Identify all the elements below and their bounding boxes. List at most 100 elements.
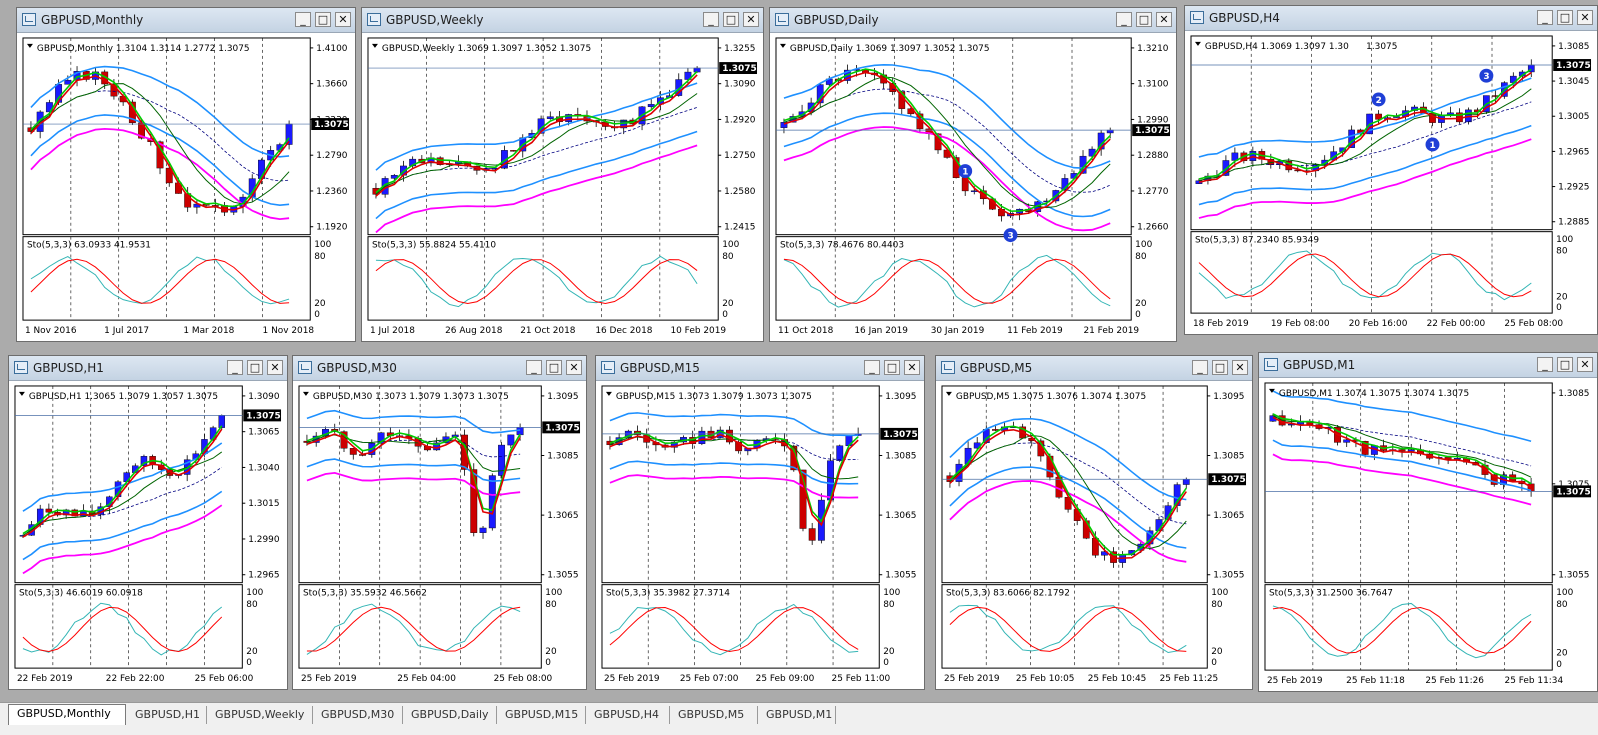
chart-tab[interactable]: GBPUSD,M5 [670, 706, 758, 724]
minimize-icon[interactable]: _ [864, 360, 880, 375]
close-icon[interactable]: ✕ [335, 12, 351, 27]
chart-window-icon [14, 361, 28, 374]
oscillator-label: Sto(5,3,3) 31.2500 36.7647 [1269, 589, 1393, 599]
chart-tab[interactable]: GBPUSD,Monthly [8, 704, 126, 725]
close-icon[interactable]: ✕ [743, 12, 759, 27]
maximize-icon[interactable]: □ [1557, 357, 1573, 372]
chart-window[interactable]: GBPUSD,H1 _ □ ✕ 1.3090 1.3065 1.3040 1.3015 1.29… [8, 355, 288, 690]
candle [258, 159, 265, 179]
close-icon[interactable]: ✕ [267, 360, 283, 375]
wave-marker [1003, 228, 1018, 243]
candle [1398, 449, 1406, 452]
chart-area[interactable]: 1.3095 1.3085 1.3065 1.3055 1.3075 GBPUSD,M5 … [940, 382, 1249, 686]
chart-tab[interactable]: GBPUSD,Daily [403, 706, 497, 724]
chart-area[interactable]: 1.41001.36601.32301.27901.23601.19201.30… [21, 34, 352, 338]
minimize-icon[interactable]: _ [295, 12, 311, 27]
mid-line [375, 107, 698, 195]
maximize-icon[interactable]: □ [1136, 12, 1152, 27]
chart-area[interactable]: 1.3085 1.3045 1.3005 1.2965 1.2925 1.2885 1.30… [1189, 32, 1594, 331]
close-icon[interactable]: ✕ [904, 360, 920, 375]
envelope-line [375, 144, 698, 234]
chart-window[interactable]: GBPUSD,Weekly _ □ ✕ 1.3255 1.3090 1.2920 1.2750… [361, 7, 764, 342]
chart-area[interactable]: 1.3090 1.3065 1.3040 1.3015 1.2990 1.2965 1.30… [13, 382, 284, 686]
price-tick-label: 1.3085 [1558, 389, 1589, 399]
current-price-box [243, 409, 282, 422]
maximize-icon[interactable]: □ [1557, 10, 1573, 25]
chevron-down-icon [371, 43, 378, 48]
chart-window-titlebar[interactable]: GBPUSD,M1 _ □ ✕ [1259, 353, 1597, 378]
chart-window-titlebar[interactable]: GBPUSD,M30 _ □ ✕ [293, 356, 586, 381]
chart-window-titlebar[interactable]: GBPUSD,M5 _ □ ✕ [936, 356, 1252, 381]
chart-tab[interactable]: GBPUSD,M30 [313, 706, 403, 724]
close-icon[interactable]: ✕ [1156, 12, 1172, 27]
chart-window-titlebar[interactable]: GBPUSD,M15 _ □ ✕ [596, 356, 924, 381]
candle [1110, 551, 1117, 563]
minimize-icon[interactable]: _ [1192, 360, 1208, 375]
candle [1321, 159, 1329, 165]
chart-tab[interactable]: GBPUSD,M1 [758, 706, 836, 724]
date-axis-label: 18 Feb 2019 [1193, 319, 1249, 329]
maximize-icon[interactable]: □ [315, 12, 331, 27]
wave-marker-label: 1 [1429, 141, 1435, 151]
chart-window[interactable]: GBPUSD,Daily _ □ ✕ 1.3210 1.3100 1.2990 1.2880 1… [769, 7, 1177, 342]
chart-window[interactable]: GBPUSD,Monthly_□✕1.41001.36601.32301.279… [16, 7, 356, 342]
price-tick-label: 1.3100 [1137, 80, 1169, 90]
close-icon[interactable]: ✕ [566, 360, 582, 375]
maximize-icon[interactable]: □ [723, 12, 739, 27]
close-icon[interactable]: ✕ [1577, 10, 1593, 25]
chart-tab[interactable]: GBPUSD,M15 [497, 706, 586, 724]
chart-window-titlebar[interactable]: GBPUSD,H1 _ □ ✕ [9, 356, 287, 381]
chart-tab[interactable]: GBPUSD,H1 [127, 706, 207, 724]
chart-window[interactable]: GBPUSD,M15 _ □ ✕ 1.3095 1.3085 1.3065 1.3055 1.3… [595, 355, 925, 690]
mid-line [949, 442, 1187, 525]
chevron-down-icon [779, 43, 786, 48]
chart-window-titlebar[interactable]: GBPUSD,H4 _ □ ✕ [1185, 6, 1597, 31]
price-tick-label: 1.3085 [547, 451, 578, 461]
close-icon[interactable]: ✕ [1232, 360, 1248, 375]
chart-area[interactable]: 1.3095 1.3085 1.3065 1.3055 1.3075 GBPUSD,M30… [297, 382, 583, 686]
chart-window-titlebar[interactable]: GBPUSD,Weekly _ □ ✕ [362, 8, 763, 33]
chart-area[interactable]: 1.3210 1.3100 1.2990 1.2880 1.2770 1.2660 1.30… [774, 34, 1173, 338]
current-price-box [1553, 59, 1592, 71]
minimize-icon[interactable]: _ [1116, 12, 1132, 27]
oscillator-tick-label: 80 [1211, 600, 1223, 610]
chart-area[interactable]: 1.3085 1.3075 1.3055 1.3075 GBPUSD,M1 1.3074… [1263, 379, 1594, 688]
chart-window[interactable]: GBPUSD,M1 _ □ ✕ 1.3085 1.3075 1.3055 1.3075 GBPU… [1258, 352, 1598, 692]
minimize-icon[interactable]: _ [1537, 10, 1553, 25]
chevron-down-icon [945, 391, 952, 396]
price-tick-label: 1.3095 [885, 392, 916, 402]
price-tick-label: 1.3055 [885, 571, 916, 581]
price-tick-label: 1.2880 [1137, 151, 1169, 161]
price-tick-label: 1.3085 [1213, 451, 1244, 461]
candle [377, 432, 385, 444]
date-axis-label: 25 Feb 10:45 [1088, 674, 1147, 684]
chart-area[interactable]: 1.3095 1.3085 1.3065 1.3055 1.3075 GBPUSD,M15… [600, 382, 921, 686]
minimize-icon[interactable]: _ [526, 360, 542, 375]
wave-marker [958, 164, 973, 179]
price-tick-label: 1.3095 [547, 392, 578, 402]
price-tick-label: 1.2925 [1558, 183, 1589, 193]
minimize-icon[interactable]: _ [1537, 357, 1553, 372]
chart-window[interactable]: GBPUSD,M5 _ □ ✕ 1.3095 1.3085 1.3065 1.3055 1.30… [935, 355, 1253, 690]
signal-ma-line [783, 71, 1111, 216]
chart-window-titlebar[interactable]: GBPUSD,Daily _ □ ✕ [770, 8, 1176, 33]
maximize-icon[interactable]: □ [884, 360, 900, 375]
maximize-icon[interactable]: □ [1212, 360, 1228, 375]
maximize-icon[interactable]: □ [247, 360, 263, 375]
chart-tab[interactable]: GBPUSD,Weekly [207, 706, 313, 724]
close-icon[interactable]: ✕ [1577, 357, 1593, 372]
chart-area[interactable]: 1.3255 1.3090 1.2920 1.2750 1.2580 1.2415 1.30… [366, 34, 760, 338]
maximize-icon[interactable]: □ [546, 360, 562, 375]
chart-window-titlebar[interactable]: GBPUSD,Monthly _ □ ✕ [17, 8, 355, 33]
oscillator-tick-label: 0 [314, 310, 320, 320]
oscillator-tick-label: 0 [883, 658, 889, 668]
candle [498, 444, 506, 476]
minimize-icon[interactable]: _ [227, 360, 243, 375]
chart-tab[interactable]: GBPUSD,H4 [586, 706, 670, 724]
candle [1182, 479, 1190, 485]
fast-ma-line [1272, 413, 1532, 485]
chart-window[interactable]: GBPUSD,M30 _ □ ✕ 1.3095 1.3085 1.3065 1.3055 1.3… [292, 355, 587, 690]
chart-window[interactable]: GBPUSD,H4 _ □ ✕ 1.3085 1.3045 1.3005 1.2965 1.29… [1184, 5, 1598, 335]
minimize-icon[interactable]: _ [703, 12, 719, 27]
upper-band-line [783, 64, 1111, 169]
